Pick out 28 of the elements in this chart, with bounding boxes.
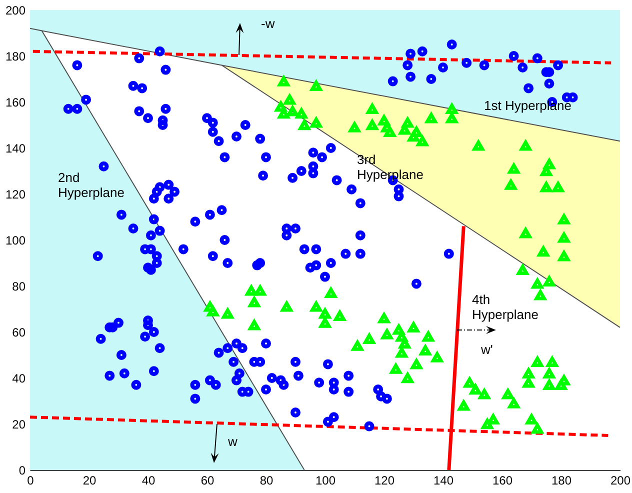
annotation: -w bbox=[261, 16, 276, 31]
x-tick-label: 80 bbox=[260, 474, 274, 488]
x-tick-label: 180 bbox=[551, 474, 572, 488]
x-tick-label: 100 bbox=[315, 474, 336, 488]
x-tick-label: 200 bbox=[610, 474, 631, 488]
x-tick-label: 20 bbox=[82, 474, 96, 488]
y-tick-label: 160 bbox=[5, 96, 26, 110]
annotation: 2nd Hyperplane bbox=[58, 170, 124, 200]
y-tick-label: 20 bbox=[12, 418, 26, 432]
y-tick-label: 140 bbox=[5, 142, 26, 156]
x-tick-label: 140 bbox=[433, 474, 454, 488]
y-tick-label: 80 bbox=[12, 280, 26, 294]
y-tick-label: 180 bbox=[5, 50, 26, 64]
y-tick-label: 200 bbox=[5, 4, 26, 18]
y-tick-label: 120 bbox=[5, 188, 26, 202]
x-tick-label: 60 bbox=[200, 474, 214, 488]
annotation: w bbox=[227, 434, 238, 449]
x-tick-label: 120 bbox=[374, 474, 395, 488]
y-tick-label: 40 bbox=[12, 372, 26, 386]
x-tick-label: 40 bbox=[142, 474, 156, 488]
annotation: 4th Hyperplane bbox=[472, 292, 538, 322]
y-tick-label: 100 bbox=[5, 234, 26, 248]
x-tick-label: 160 bbox=[492, 474, 513, 488]
x-tick-label: 0 bbox=[27, 474, 34, 488]
y-tick-label: 60 bbox=[12, 326, 26, 340]
annotation: 1st Hyperplane bbox=[484, 98, 572, 113]
annotation: w' bbox=[480, 342, 493, 357]
y-tick-label: 0 bbox=[18, 464, 26, 478]
